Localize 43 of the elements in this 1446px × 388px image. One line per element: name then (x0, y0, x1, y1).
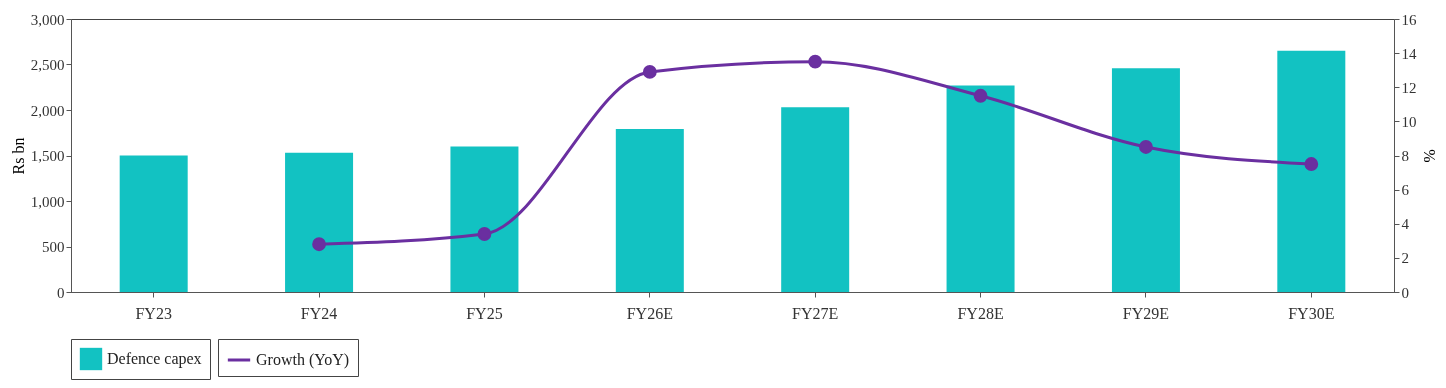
y2-tick-label: 12 (1401, 79, 1417, 96)
bar (615, 129, 684, 292)
y-axis-title: Rs bn (9, 137, 27, 175)
y2-axis-title: % (1420, 149, 1438, 163)
x-tick-label: FY27E (792, 304, 839, 322)
y-tick-label: 2,000 (30, 102, 65, 119)
y2-tick-label: 0 (1401, 284, 1409, 301)
y2-tick-label: 8 (1401, 148, 1409, 164)
y-tick-label: 1,000 (30, 193, 65, 210)
point (1304, 157, 1319, 171)
x-tick-label: FY30E (1288, 304, 1335, 322)
y-tick-label: 2,500 (30, 57, 65, 73)
x-tick-label: FY28E (957, 304, 1004, 322)
y2-tick-label: 16 (1401, 11, 1417, 28)
legend-label: Growth (YoY) (256, 351, 350, 369)
x-tick-label: FY25 (466, 304, 503, 322)
point (1139, 140, 1153, 154)
y2-tick-label: 4 (1401, 216, 1410, 233)
x-tick-label: FY23 (135, 304, 172, 322)
point (973, 88, 988, 103)
y-tick-label: 1,500 (30, 148, 65, 164)
bar (119, 155, 188, 292)
bar (450, 146, 519, 292)
x-tick-label: FY24 (300, 304, 338, 322)
point (477, 227, 492, 241)
y2-tick-label: 2 (1401, 250, 1409, 267)
bar (1277, 50, 1346, 292)
x-tick-label: FY26E (626, 304, 673, 322)
point (312, 237, 326, 252)
y2-tick-label: 6 (1401, 182, 1410, 199)
bar (946, 85, 1015, 292)
legend-label: Defence capex (107, 350, 202, 368)
y2-tick-label: 14 (1401, 45, 1417, 62)
bar (1111, 68, 1180, 292)
point (808, 54, 823, 69)
y-tick-label: 3,000 (30, 11, 65, 28)
y-tick-label: 0 (57, 284, 65, 301)
bar (781, 107, 850, 292)
y2-tick-label: 10 (1401, 113, 1417, 130)
y-tick-label: 500 (42, 239, 65, 255)
x-tick-label: FY29E (1122, 304, 1170, 322)
bar (285, 152, 354, 292)
point (642, 64, 657, 79)
